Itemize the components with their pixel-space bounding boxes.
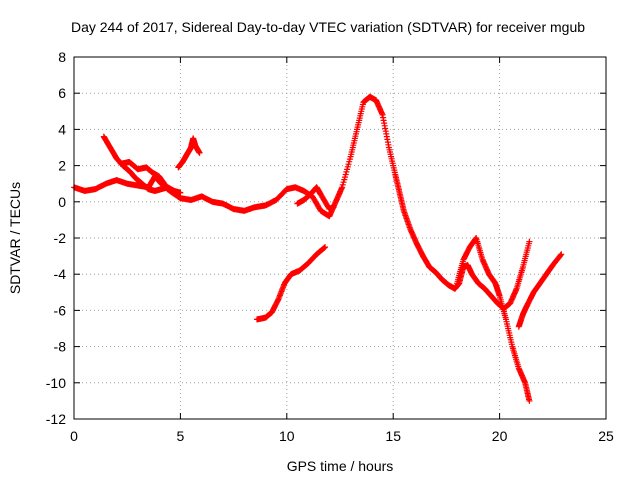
data-series xyxy=(175,135,203,171)
data-series xyxy=(294,184,337,212)
y-tick-label: 2 xyxy=(58,158,66,174)
x-tick-label: 25 xyxy=(598,428,614,444)
y-tick-label: 8 xyxy=(58,49,66,65)
x-tick-label: 5 xyxy=(177,428,185,444)
data-series xyxy=(254,244,329,323)
x-axis-label: GPS time / hours xyxy=(287,458,394,474)
x-tick-label: 0 xyxy=(70,428,78,444)
data-point xyxy=(330,204,337,211)
y-tick-label: 4 xyxy=(58,121,66,137)
y-tick-label: -4 xyxy=(54,266,67,282)
data-series xyxy=(117,159,169,189)
y-tick-label: -6 xyxy=(54,302,67,318)
data-point xyxy=(322,244,329,251)
chart-title: Day 244 of 2017, Sidereal Day-to-day VTE… xyxy=(71,19,585,35)
y-tick-label: 0 xyxy=(58,194,66,210)
data-point xyxy=(558,251,565,258)
data-points xyxy=(71,93,565,404)
y-tick-label: -10 xyxy=(46,375,66,391)
data-point xyxy=(177,189,184,196)
grid-lines xyxy=(74,57,606,419)
x-tick-label: 15 xyxy=(385,428,401,444)
data-series xyxy=(454,235,533,404)
y-tick-label: -12 xyxy=(46,411,66,427)
data-point xyxy=(196,149,203,156)
axis-ticks: 0 5 10 15 20 25 -12 -10 -8 -6 -4 -2 0 2 4 6 8 xyxy=(46,49,614,444)
y-tick-label: -2 xyxy=(54,230,67,246)
y-axis-label: SDTVAR / TECUs xyxy=(7,182,23,294)
x-tick-label: 20 xyxy=(492,428,508,444)
y-tick-label: 6 xyxy=(58,85,66,101)
data-series xyxy=(515,251,565,330)
y-tick-label: -8 xyxy=(54,339,67,355)
data-point xyxy=(526,397,533,404)
data-series xyxy=(100,133,184,196)
data-point xyxy=(162,182,169,189)
x-tick-label: 10 xyxy=(279,428,295,444)
data-point xyxy=(526,238,533,245)
data-point xyxy=(557,252,564,259)
